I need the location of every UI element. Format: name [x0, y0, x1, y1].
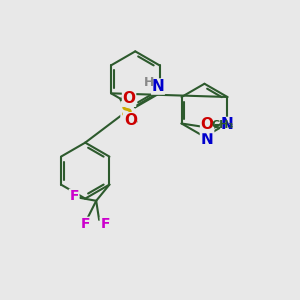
- Text: F: F: [69, 189, 79, 203]
- Text: CH₃: CH₃: [212, 120, 234, 130]
- Text: O: O: [201, 118, 214, 133]
- Text: S: S: [121, 102, 133, 120]
- Text: N: N: [152, 79, 164, 94]
- Text: O: O: [124, 113, 137, 128]
- Text: O: O: [123, 91, 136, 106]
- Text: N: N: [221, 118, 234, 133]
- Text: N: N: [200, 132, 213, 147]
- Text: H: H: [144, 76, 154, 89]
- Text: F: F: [100, 217, 110, 231]
- Text: F: F: [81, 217, 91, 231]
